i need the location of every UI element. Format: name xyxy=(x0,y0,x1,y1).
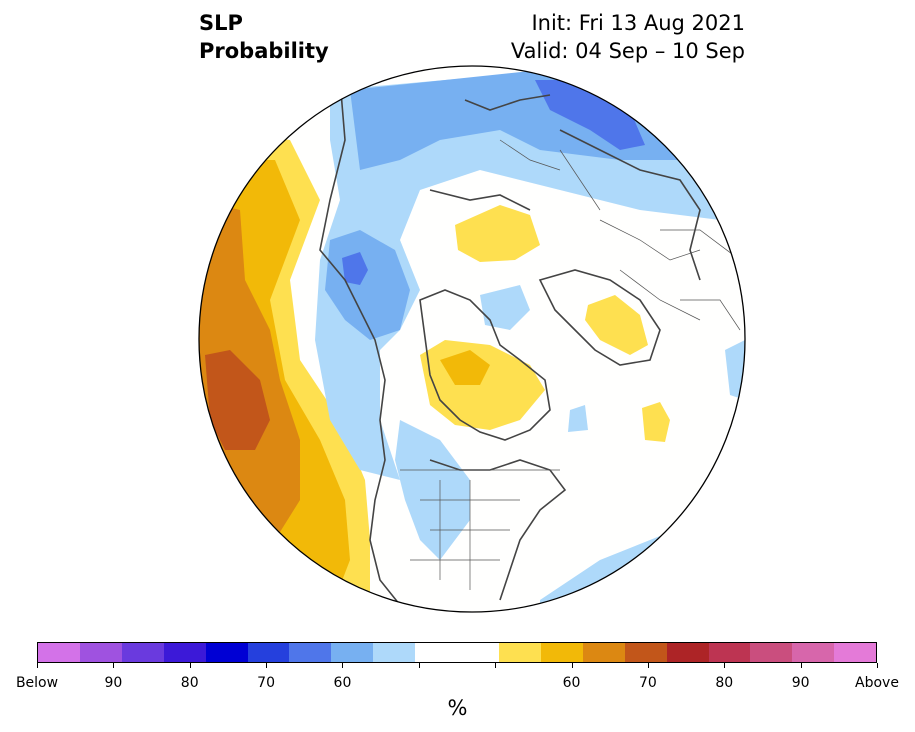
below-60-east-edge xyxy=(725,340,745,400)
colorbar-tick xyxy=(266,663,268,668)
valid-range: Valid: 04 Sep – 10 Sep xyxy=(510,39,745,63)
colorbar-tick-label: Below xyxy=(15,675,59,691)
map-boundary xyxy=(198,65,746,613)
above-60-europe xyxy=(585,295,648,355)
colorbar-tick-label: 70 xyxy=(638,675,657,691)
borders xyxy=(400,139,741,590)
above-60-atlantic xyxy=(642,402,670,442)
colorbar-tick-label: 80 xyxy=(715,675,734,691)
title-product: Probability xyxy=(199,39,329,63)
colorbar-tick-label: Above xyxy=(855,675,899,691)
colorbar-segment xyxy=(79,643,122,662)
colorbar-tick-label: 90 xyxy=(791,675,810,691)
colorbar-segment xyxy=(121,643,164,662)
colorbar-segment xyxy=(792,643,835,662)
below-80-w xyxy=(342,252,368,285)
colorbar-segment xyxy=(205,643,248,662)
colorbar-tick-label: 70 xyxy=(257,675,275,691)
colorbar-unit: % xyxy=(447,696,468,720)
colorbar-tick xyxy=(800,663,802,668)
colorbar-segment xyxy=(708,643,751,662)
colorbar-segment xyxy=(666,643,709,662)
above-60-siberia xyxy=(455,205,540,262)
colorbar-tick xyxy=(37,663,38,668)
colorbar-tick xyxy=(571,663,573,668)
colorbar-segment xyxy=(331,643,374,662)
colorbar-segment xyxy=(834,643,877,662)
colorbar-segment xyxy=(415,643,458,662)
map-disk xyxy=(199,66,745,612)
colorbar-segment xyxy=(247,643,290,662)
above-90-pacific xyxy=(205,350,270,450)
colorbar-tick xyxy=(877,663,878,668)
map-title-left: SLP Probability xyxy=(199,9,329,65)
colorbar-segment xyxy=(498,643,541,662)
colorbar-segment xyxy=(457,643,499,662)
colorbar-tick xyxy=(724,663,726,668)
colorbar-segment xyxy=(540,643,583,662)
colorbar-segment xyxy=(624,643,667,662)
colorbar-tick xyxy=(418,663,420,668)
colorbar-segment xyxy=(38,643,80,662)
colorbar-tick xyxy=(189,663,191,668)
below-80-ne xyxy=(535,80,645,150)
colorbar-segment xyxy=(373,643,416,662)
polar-probability-map xyxy=(198,65,746,613)
colorbar-tick xyxy=(113,663,115,668)
map-title-right: Init: Fri 13 Aug 2021 Valid: 04 Sep – 10… xyxy=(511,9,745,65)
below-60-arctic xyxy=(315,70,720,480)
above-70-greenland xyxy=(440,350,490,385)
colorbar-tick-label: 80 xyxy=(180,675,199,691)
colorbar xyxy=(37,642,877,663)
below-60-center xyxy=(480,285,530,330)
colorbar-tick-label: 90 xyxy=(104,675,123,691)
colorbar-tick-label: 60 xyxy=(562,675,581,691)
colorbar-segment xyxy=(289,643,332,662)
below-60-namerica xyxy=(395,420,470,560)
colorbar-tick xyxy=(342,663,344,668)
colorbar-tick-label: 60 xyxy=(333,675,352,691)
colorbar-tick xyxy=(495,663,497,668)
colorbar-segment xyxy=(163,643,206,662)
init-date: Init: Fri 13 Aug 2021 xyxy=(531,11,745,35)
colorbar-segment xyxy=(750,643,793,662)
below-60-small xyxy=(568,405,588,432)
title-variable: SLP xyxy=(199,11,243,35)
colorbar-ticks: Below 90 80 70 60 60 70 80 90 Above xyxy=(16,663,899,703)
colorbar-segment xyxy=(582,643,625,662)
colorbar-tick xyxy=(647,663,649,668)
